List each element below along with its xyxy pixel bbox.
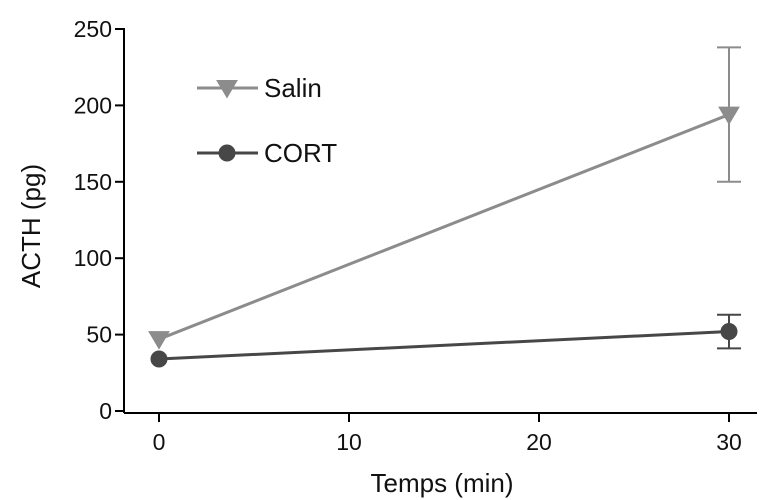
x-tick-label: 10 — [336, 429, 362, 455]
x-axis-label: Temps (min) — [370, 468, 513, 498]
y-tick-label: 200 — [74, 92, 112, 118]
legend-label: Salin — [264, 73, 322, 103]
legend-item-salin: Salin — [197, 73, 322, 103]
legend-item-cort: CORT — [197, 138, 337, 168]
series-line — [158, 113, 730, 341]
x-tick-label: 20 — [526, 429, 552, 455]
y-tick-label: 250 — [74, 16, 112, 42]
data-point — [718, 106, 740, 126]
y-axis: 0 50 100 150 200 250 — [74, 16, 125, 424]
data-point — [148, 331, 170, 350]
x-tick-label: 30 — [716, 429, 742, 455]
series-salin — [148, 46, 741, 350]
series-layer — [148, 46, 741, 368]
x-tick-label: 0 — [153, 429, 166, 455]
legend-marker — [218, 144, 236, 162]
y-tick-label: 100 — [74, 245, 112, 271]
legend: Salin CORT — [197, 73, 337, 168]
legend-marker — [216, 80, 238, 99]
x-axis: 0 10 20 30 — [124, 412, 757, 455]
data-point — [150, 350, 168, 368]
series-line — [158, 330, 730, 361]
data-point — [720, 323, 738, 341]
y-tick-label: 150 — [74, 169, 112, 195]
legend-label: CORT — [264, 138, 337, 168]
y-tick-label: 0 — [99, 398, 112, 424]
y-axis-label: ACTH (pg) — [16, 164, 46, 288]
y-tick-label: 50 — [86, 322, 112, 348]
series-cort — [150, 313, 741, 368]
